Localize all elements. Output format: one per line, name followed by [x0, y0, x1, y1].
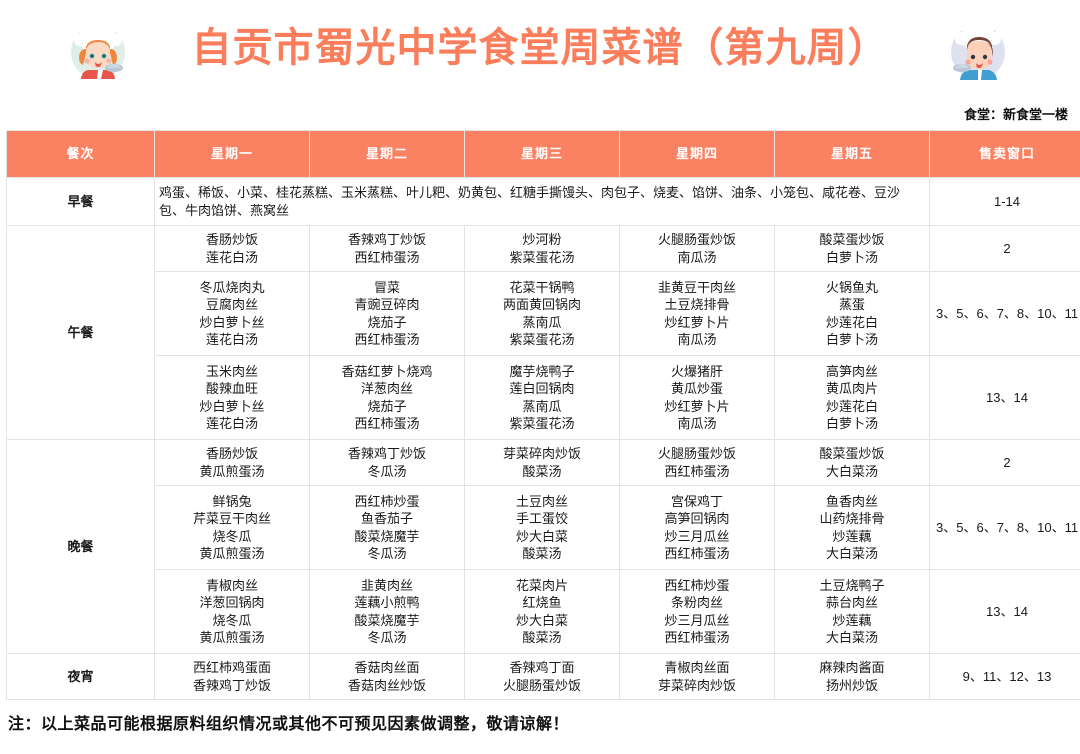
th-thursday: 星期四 [619, 130, 775, 178]
dish-cell: 冬瓜烧肉丸 豆腐肉丝 炒白萝卜丝 莲花白汤 [154, 271, 310, 356]
dish-cell: 香肠炒饭 莲花白汤 [154, 225, 310, 272]
window-cell: 13、14 [929, 569, 1080, 654]
dish-cell: 火腿肠蛋炒饭 南瓜汤 [619, 225, 775, 272]
dish-cell: 青椒肉丝面 芽菜碎肉炒饭 [619, 653, 775, 700]
page-title: 自贡市蜀光中学食堂周菜谱（第九周） [191, 25, 889, 70]
table-row: 冬瓜烧肉丸 豆腐肉丝 炒白萝卜丝 莲花白汤 冒菜 青豌豆碎肉 烧茄子 西红柿蛋汤花… [7, 271, 1080, 356]
dish-cell: 酸菜蛋炒饭 白萝卜汤 [774, 225, 930, 272]
th-meal: 餐次 [6, 130, 155, 178]
dish-cell: 高笋肉丝 黄瓜肉片 炒莲花白 白萝卜汤 [774, 355, 930, 440]
dish-cell: 香肠炒饭 黄瓜煎蛋汤 [154, 439, 310, 486]
table-row: 晚餐 香肠炒饭 黄瓜煎蛋汤 香辣鸡丁炒饭 冬瓜汤 芽菜碎肉炒饭 酸菜汤 火腿肠蛋炒饭 西… [6, 439, 1080, 654]
menu-table-wrap: 餐次 星期一 星期二 星期三 星期四 星期五 售卖窗口 早餐 鸡蛋、稀饭、小菜、桂… [0, 130, 1080, 700]
dish-cell: 炒河粉 紫菜蛋花汤 [464, 225, 620, 272]
dish-cell: 香菇红萝卜烧鸡 洋葱肉丝 烧茄子 西红柿蛋汤 [309, 355, 465, 440]
dish-cell: 香辣鸡丁面 火腿肠蛋炒饭 [464, 653, 620, 700]
window-cell: 3、5、6、7、8、10、11 [929, 485, 1080, 570]
th-friday: 星期五 [774, 130, 930, 178]
window-cell: 9、11、12、13 [929, 653, 1080, 700]
meal-label: 早餐 [6, 177, 155, 226]
footer-note: 注：以上菜品可能根据原料组织情况或其他不可预见因素做调整，敬请谅解！ [8, 716, 570, 733]
table-row: 鲜锅兔 芹菜豆干肉丝 烧冬瓜 黄瓜煎蛋汤 西红柿炒蛋 鱼香茄子 酸菜烧魔芋 冬瓜汤… [7, 485, 1080, 570]
table-row: 玉米肉丝 酸辣血旺 炒白萝卜丝 莲花白汤 香菇红萝卜烧鸡 洋葱肉丝 烧茄子 西红柿… [7, 355, 1080, 440]
dish-cell: 花菜肉片 红烧鱼 炒大白菜 酸菜汤 [464, 569, 620, 654]
dish-cell: 花菜干锅鸭 两面黄回锅肉 蒸南瓜 紫菜蛋花汤 [464, 271, 620, 356]
meal-label: 晚餐 [6, 439, 155, 654]
th-monday: 星期一 [154, 130, 310, 178]
dish-cell: 土豆肉丝 手工蛋饺 炒大白菜 酸菜汤 [464, 485, 620, 570]
window-cell: 2 [929, 439, 1080, 486]
dish-cell: 土豆烧鸭子 蒜台肉丝 炒莲藕 大白菜汤 [774, 569, 930, 654]
dish-cell: 宫保鸡丁 高笋回锅肉 炒三月瓜丝 西红柿蛋汤 [619, 485, 775, 570]
table-header-row: 餐次 星期一 星期二 星期三 星期四 星期五 售卖窗口 [6, 130, 1080, 178]
meal-label: 午餐 [6, 225, 155, 440]
dish-cell: 火爆猪肝 黄瓜炒蛋 炒红萝卜片 南瓜汤 [619, 355, 775, 440]
page-footer: 注：以上菜品可能根据原料组织情况或其他不可预见因素做调整，敬请谅解！ [0, 700, 1080, 734]
canteen-location: 食堂：新食堂一楼 [963, 106, 1068, 122]
window-cell: 3、5、6、7、8、10、11 [929, 271, 1080, 356]
dish-cell: 西红柿鸡蛋面 香辣鸡丁炒饭 [154, 653, 310, 700]
th-window: 售卖窗口 [929, 130, 1080, 178]
window-cell: 2 [929, 225, 1080, 272]
window-cell: 13、14 [929, 355, 1080, 440]
dish-cell: 酸菜蛋炒饭 大白菜汤 [774, 439, 930, 486]
chef-boy-icon [940, 12, 1016, 88]
table-body: 早餐 鸡蛋、稀饭、小菜、桂花蒸糕、玉米蒸糕、叶儿粑、奶黄包、红糖手撕馒头、肉包子、… [6, 177, 1080, 700]
meal-label: 夜宵 [6, 653, 155, 700]
dish-cell: 西红柿炒蛋 条粉肉丝 炒三月瓜丝 西红柿蛋汤 [619, 569, 775, 654]
table-row: 早餐 鸡蛋、稀饭、小菜、桂花蒸糕、玉米蒸糕、叶儿粑、奶黄包、红糖手撕馒头、肉包子、… [6, 177, 1080, 226]
dish-cell: 麻辣肉酱面 扬州炒饭 [774, 653, 930, 700]
dish-cell: 西红柿炒蛋 鱼香茄子 酸菜烧魔芋 冬瓜汤 [309, 485, 465, 570]
dish-cell: 青椒肉丝 洋葱回锅肉 烧冬瓜 黄瓜煎蛋汤 [154, 569, 310, 654]
dish-cell: 玉米肉丝 酸辣血旺 炒白萝卜丝 莲花白汤 [154, 355, 310, 440]
dish-cell: 香辣鸡丁炒饭 冬瓜汤 [309, 439, 465, 486]
dish-cell: 韭黄肉丝 莲藕小煎鸭 酸菜烧魔芋 冬瓜汤 [309, 569, 465, 654]
dish-cell: 香菇肉丝面 香菇肉丝炒饭 [309, 653, 465, 700]
dish-cell: 芽菜碎肉炒饭 酸菜汤 [464, 439, 620, 486]
breakfast-items: 鸡蛋、稀饭、小菜、桂花蒸糕、玉米蒸糕、叶儿粑、奶黄包、红糖手撕馒头、肉包子、烧麦… [154, 177, 930, 226]
weekly-menu-table: 餐次 星期一 星期二 星期三 星期四 星期五 售卖窗口 早餐 鸡蛋、稀饭、小菜、桂… [6, 130, 1080, 700]
dish-cell: 火锅鱼丸 蒸蛋 炒莲花白 白萝卜汤 [774, 271, 930, 356]
dish-cell: 鲜锅兔 芹菜豆干肉丝 烧冬瓜 黄瓜煎蛋汤 [154, 485, 310, 570]
canteen-location-row: 食堂：新食堂一楼 [0, 96, 1080, 130]
table-row: 午餐 香肠炒饭 莲花白汤 香辣鸡丁炒饭 西红柿蛋汤 炒河粉 紫菜蛋花汤 火腿肠蛋炒饭 南… [6, 225, 1080, 440]
dish-cell: 香辣鸡丁炒饭 西红柿蛋汤 [309, 225, 465, 272]
table-row: 夜宵 西红柿鸡蛋面 香辣鸡丁炒饭 香菇肉丝面 香菇肉丝炒饭 香辣鸡丁面 火腿肠蛋炒饭青… [6, 653, 1080, 700]
dish-cell: 韭黄豆干肉丝 土豆烧排骨 炒红萝卜片 南瓜汤 [619, 271, 775, 356]
dish-cell: 火腿肠蛋炒饭 西红柿蛋汤 [619, 439, 775, 486]
dish-cell: 魔芋烧鸭子 莲白回锅肉 蒸南瓜 紫菜蛋花汤 [464, 355, 620, 440]
page-header: 自贡市蜀光中学食堂周菜谱（第九周） [0, 0, 1080, 96]
th-wednesday: 星期三 [464, 130, 620, 178]
th-tuesday: 星期二 [309, 130, 465, 178]
dish-cell: 鱼香肉丝 山药烧排骨 炒莲藕 大白菜汤 [774, 485, 930, 570]
chef-girl-icon [60, 12, 136, 88]
window-cell: 1-14 [929, 177, 1080, 226]
dish-cell: 冒菜 青豌豆碎肉 烧茄子 西红柿蛋汤 [309, 271, 465, 356]
table-row: 青椒肉丝 洋葱回锅肉 烧冬瓜 黄瓜煎蛋汤 韭黄肉丝 莲藕小煎鸭 酸菜烧魔芋 冬瓜汤… [7, 569, 1080, 654]
